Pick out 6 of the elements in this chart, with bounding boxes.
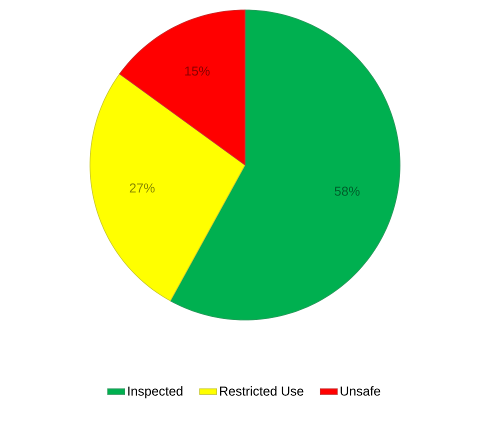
legend-label: Inspected — [128, 386, 182, 398]
legend-label: Restricted Use — [220, 386, 304, 396]
data-label: 27% — [130, 183, 155, 193]
data-label: 15% — [185, 66, 210, 76]
data-label: 58% — [334, 186, 360, 196]
legend-label: Unsafe — [340, 386, 380, 396]
